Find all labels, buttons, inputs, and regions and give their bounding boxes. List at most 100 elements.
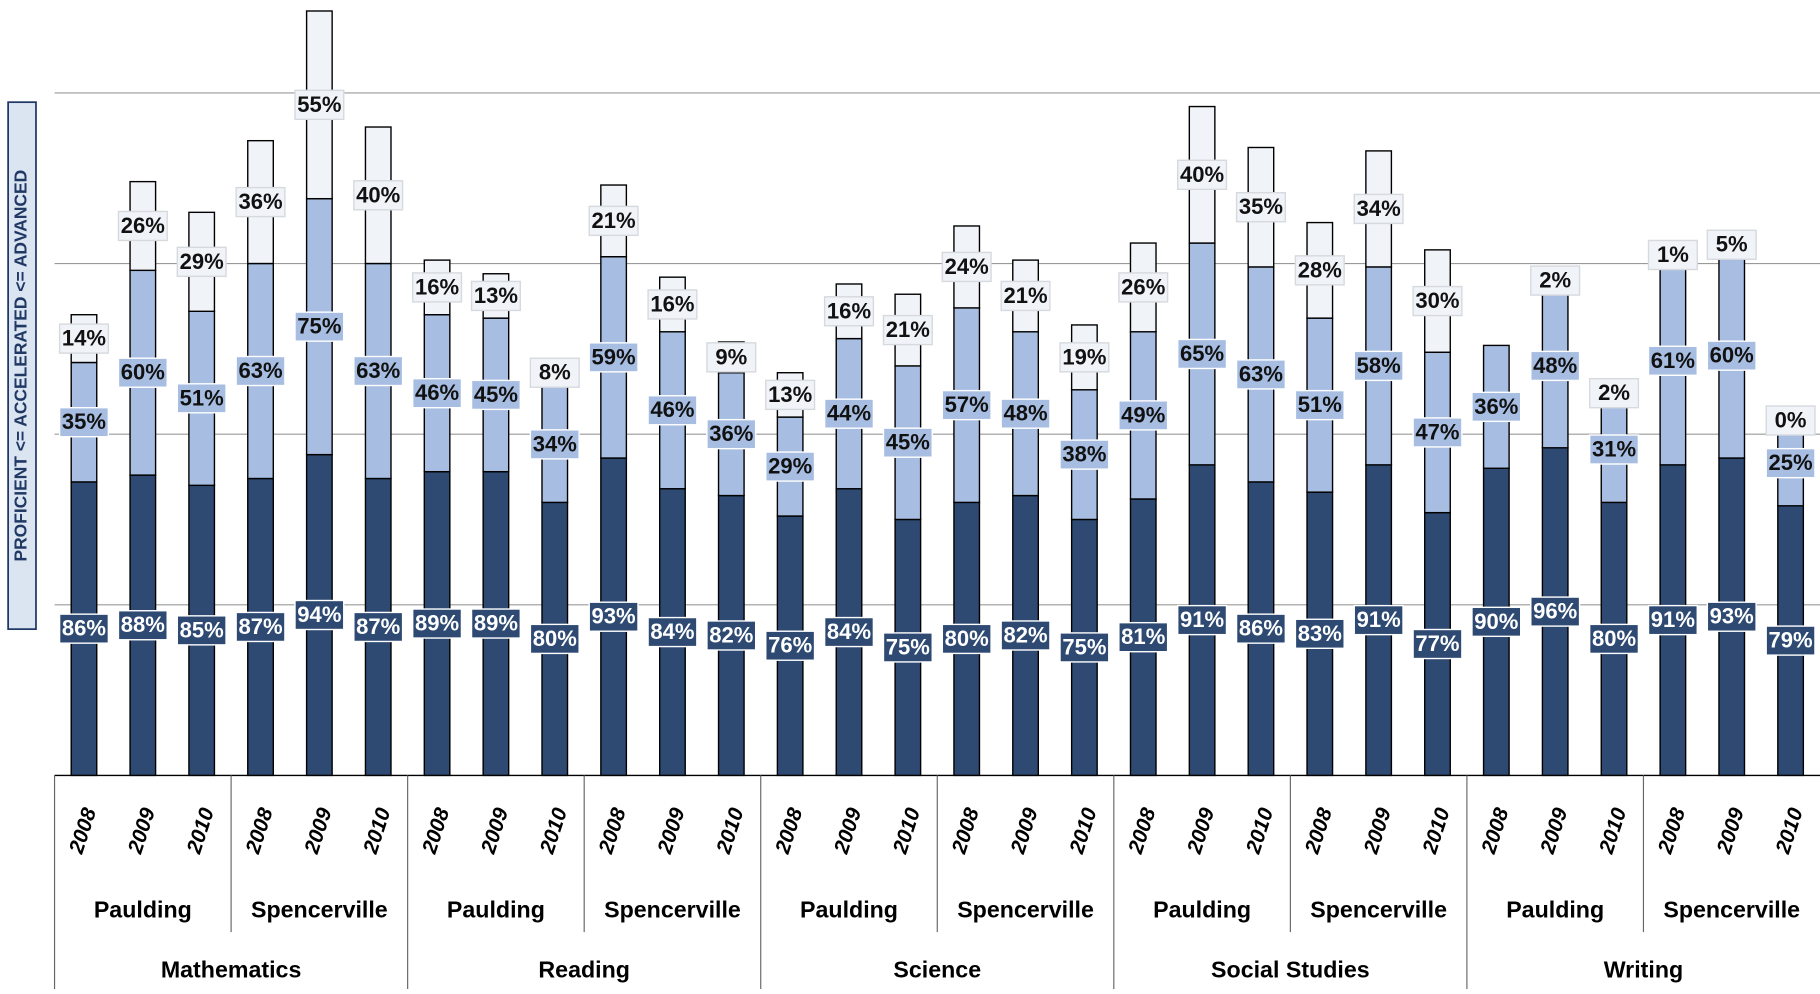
subgroup-label: Spencerville [957, 896, 1094, 922]
value-label-box [529, 429, 580, 460]
value-label-box [353, 355, 404, 387]
value-label-box [235, 355, 286, 387]
value-label-box [58, 613, 110, 644]
value-label: 87% [356, 614, 401, 639]
x-tick-label: 2010 [1242, 805, 1279, 858]
value-label: 26% [121, 213, 166, 238]
value-label: 76% [768, 633, 813, 658]
value-label-box [529, 357, 580, 388]
value-label-box [470, 608, 521, 639]
value-label-box [1294, 255, 1345, 286]
value-label-box [1647, 604, 1698, 636]
value-label: 35% [62, 409, 107, 434]
value-label: 88% [121, 612, 166, 637]
value-label: 91% [1651, 607, 1696, 632]
subgroup-label: Paulding [94, 896, 192, 922]
value-label-box [765, 451, 816, 482]
group-label: Science [893, 957, 981, 983]
value-label-box [1177, 604, 1228, 636]
value-label-box [941, 623, 992, 655]
x-tick-label: 2009 [830, 805, 867, 858]
x-tick-label: 2010 [1595, 805, 1632, 858]
value-label: 21% [1003, 283, 1048, 308]
value-label: 45% [886, 430, 931, 455]
value-label: 46% [650, 397, 695, 422]
x-tick-label: 2010 [359, 805, 396, 858]
subgroup-label: Paulding [447, 896, 545, 922]
group-label: Mathematics [161, 957, 302, 983]
x-tick-label: 2009 [123, 805, 160, 858]
value-label-box [647, 616, 698, 648]
value-label: 48% [1533, 353, 1578, 378]
subgroup-label: Spencerville [1663, 896, 1800, 922]
value-label: 89% [415, 611, 460, 636]
value-label-box [588, 601, 639, 632]
value-label: 87% [238, 614, 283, 639]
subgroup-label: Spencerville [604, 896, 741, 922]
x-tick-label: 2009 [653, 805, 690, 858]
value-label: 26% [1121, 274, 1166, 299]
value-label: 60% [1710, 343, 1755, 368]
value-label-box [58, 323, 110, 354]
value-label-box [353, 611, 404, 643]
value-label-box [1588, 623, 1640, 655]
value-label-box [470, 379, 521, 411]
x-tick-label: 2009 [1536, 805, 1573, 858]
value-label: 63% [1239, 361, 1284, 386]
value-label: 13% [474, 283, 519, 308]
value-label-box [411, 272, 463, 303]
value-label-box [765, 379, 816, 411]
value-label: 46% [415, 380, 460, 405]
value-label-box [1471, 391, 1522, 423]
x-tick-label: 2010 [888, 805, 925, 858]
value-label: 40% [356, 182, 401, 207]
value-label-box [1235, 359, 1287, 390]
subgroup-label: Paulding [1506, 896, 1604, 922]
y-axis-title-text: PROFICIENT <= ACCELERATED <= ADVANCED [11, 170, 31, 562]
value-label-box [823, 296, 875, 327]
value-label-box [470, 280, 521, 312]
value-label: 75% [297, 314, 342, 339]
value-label: 83% [1298, 621, 1343, 646]
value-label-box [1059, 342, 1110, 373]
value-label: 63% [238, 358, 283, 383]
value-label-box [411, 377, 463, 409]
value-label: 75% [1062, 634, 1107, 659]
value-label: 80% [1592, 626, 1637, 651]
value-label: 60% [121, 360, 166, 385]
x-tick-label: 2010 [535, 805, 572, 858]
value-label-box [706, 620, 757, 651]
x-tick-label: 2008 [65, 805, 102, 858]
value-label-box [1353, 350, 1404, 382]
value-label: 79% [1769, 628, 1814, 653]
value-label-box [1706, 601, 1757, 632]
value-label: 28% [1298, 257, 1343, 282]
subgroup-label: Spencerville [1310, 896, 1447, 922]
x-tick-label: 2009 [1183, 805, 1220, 858]
value-label: 59% [592, 344, 637, 369]
subgroup-label: Spencerville [251, 896, 388, 922]
value-label: 86% [62, 616, 107, 641]
value-label-box [1412, 285, 1463, 317]
value-label: 44% [827, 401, 872, 426]
value-label: 21% [592, 208, 637, 233]
value-label: 16% [415, 274, 460, 299]
group-label: Writing [1604, 957, 1683, 983]
value-label: 91% [1180, 607, 1225, 632]
value-label: 21% [886, 317, 931, 342]
value-label: 93% [592, 604, 637, 629]
x-tick-label: 2008 [1124, 805, 1161, 858]
value-label-box [1530, 350, 1581, 382]
value-label-box [411, 608, 463, 639]
value-label-box [1471, 606, 1522, 638]
x-tick-label: 2008 [594, 805, 631, 858]
x-tick-label: 2009 [300, 805, 337, 858]
value-label-box [1235, 613, 1287, 644]
x-tick-label: 2008 [771, 805, 808, 858]
x-tick-label: 2008 [241, 805, 278, 858]
y-axis-title: PROFICIENT <= ACCELERATED <= ADVANCED [7, 101, 37, 631]
value-label-box [1000, 280, 1051, 312]
x-tick-label: 2010 [1771, 805, 1808, 858]
value-label: 57% [945, 392, 990, 417]
value-label: 5% [1716, 232, 1748, 257]
